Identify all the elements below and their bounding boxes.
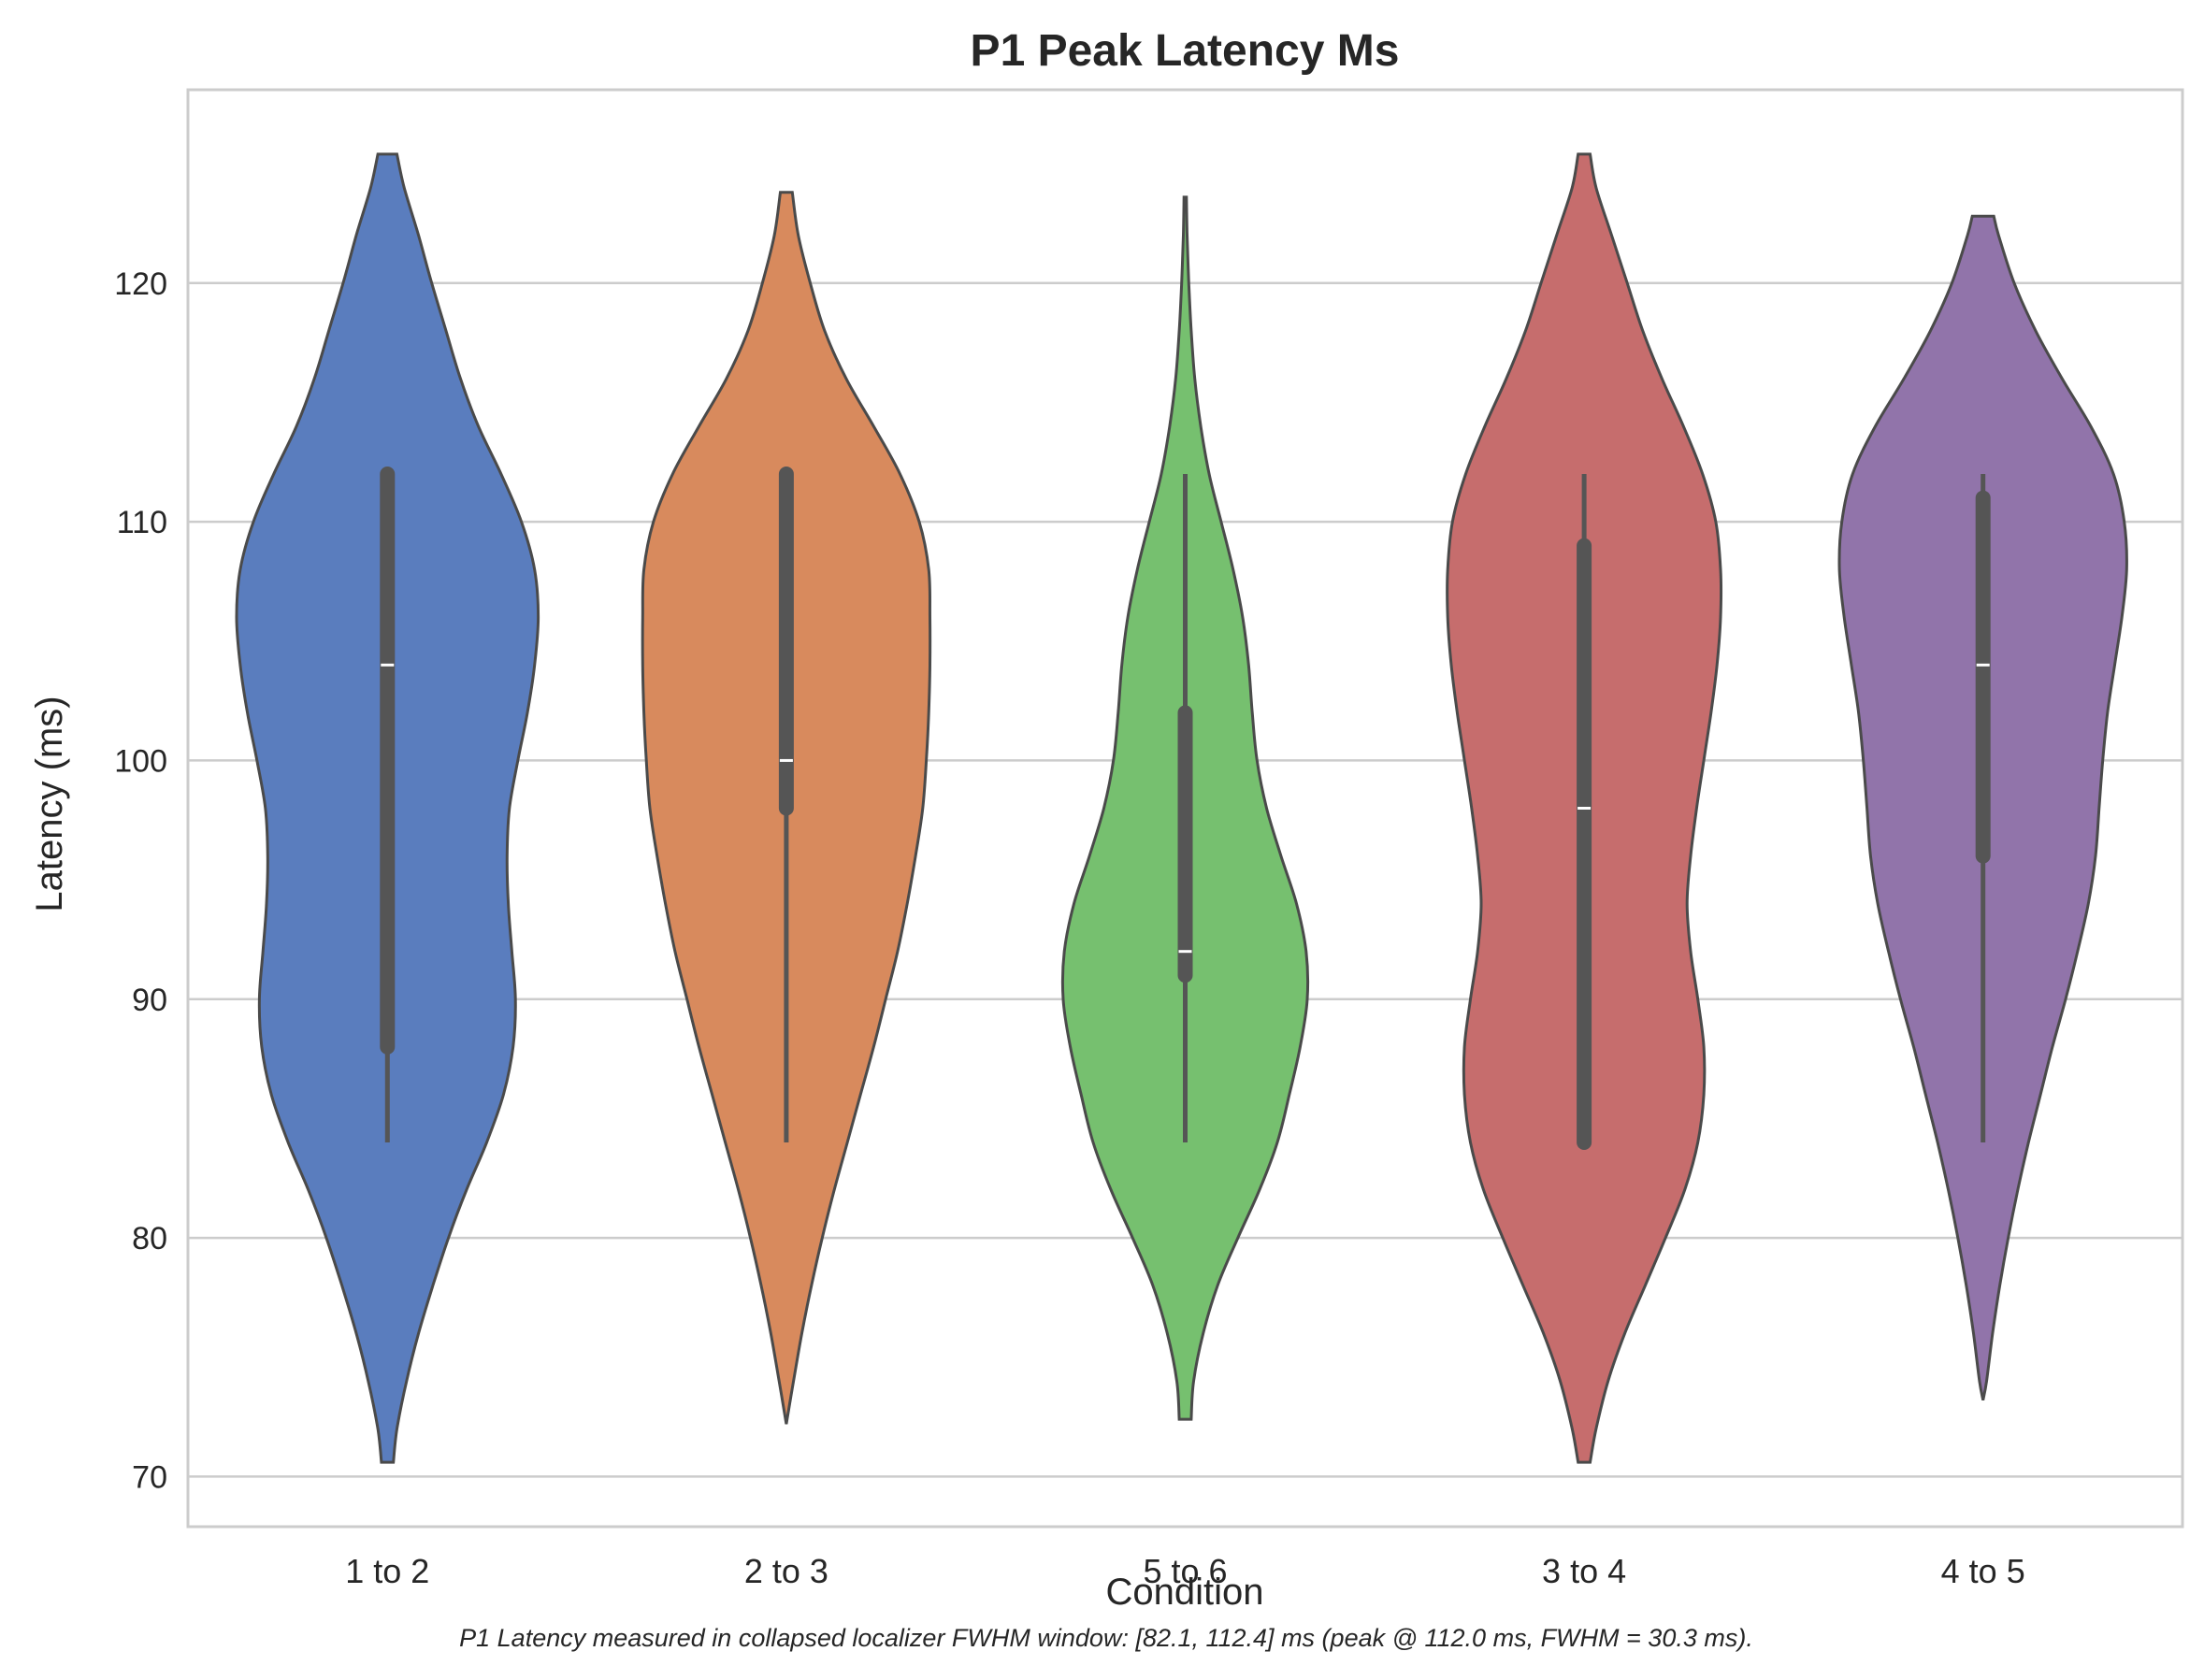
x-tick-label: 2 to 3 [744, 1552, 828, 1590]
violin-4 [1446, 152, 1723, 1464]
violin-5 [1837, 214, 2128, 1400]
x-tick-labels: 1 to 2 2 to 3 5 to 6 3 to 4 4 to 5 [345, 1552, 2024, 1590]
y-tick-label: 110 [117, 505, 167, 540]
x-tick-label: 1 to 2 [345, 1552, 429, 1590]
violin-3 [1060, 195, 1310, 1421]
violin-1 [235, 152, 540, 1464]
y-tick-label: 100 [114, 743, 167, 779]
y-tick-label: 120 [114, 266, 167, 302]
x-axis-label: Condition [1105, 1572, 1263, 1613]
x-tick-label: 3 to 4 [1542, 1552, 1626, 1590]
y-tick-label: 70 [132, 1459, 167, 1495]
x-tick-label: 5 to 6 [1143, 1552, 1227, 1590]
violin-2 [641, 191, 932, 1425]
chart-caption: P1 Latency measured in collapsed localiz… [459, 1624, 1753, 1652]
plot-frame [186, 88, 2184, 1529]
y-tick-labels: 70 80 90 100 110 120 [114, 266, 167, 1496]
violins [235, 152, 2128, 1464]
chart-title: P1 Peak Latency Ms [971, 26, 1400, 76]
y-tick-label: 90 [132, 983, 167, 1018]
y-tick-label: 80 [132, 1221, 167, 1256]
y-axis-label: Latency (ms) [29, 696, 70, 912]
x-tick-label: 4 to 5 [1941, 1552, 2025, 1590]
